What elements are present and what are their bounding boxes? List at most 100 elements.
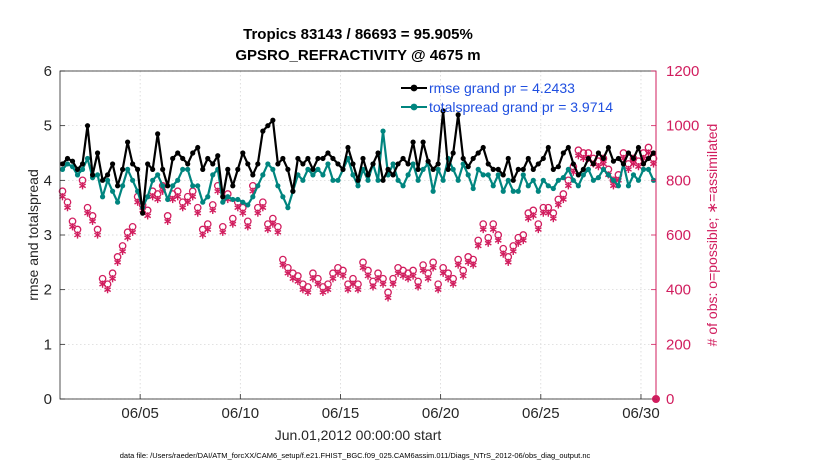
obs-assimilated-point	[59, 193, 66, 201]
obs-assimilated-point	[559, 195, 567, 204]
obs-assimilated-point	[94, 231, 102, 239]
rmse-series-point	[630, 155, 637, 162]
rmse-series-point	[405, 161, 411, 167]
rmse-series-point	[375, 150, 381, 156]
rmse-series-point	[160, 166, 166, 172]
totalspread-series-point	[400, 183, 406, 189]
totalspread-series-point	[280, 194, 286, 200]
y-tick-label: 3	[44, 227, 52, 244]
obs-assimilated-point	[409, 272, 417, 280]
rmse-series-point	[610, 158, 617, 164]
rmse-series-point	[235, 166, 241, 172]
obs-assimilated-point	[279, 261, 287, 269]
rmse-series-point	[485, 161, 491, 167]
obs-assimilated-point	[424, 275, 432, 283]
rmse-series-point	[365, 172, 371, 178]
obs-assimilated-point	[439, 269, 447, 277]
rmse-series-point	[635, 144, 642, 151]
obs-assimilated-point	[379, 280, 387, 288]
totalspread-series-point	[535, 188, 541, 194]
totalspread-series-point	[570, 177, 576, 183]
rmse-series-point	[440, 108, 446, 114]
totalspread-series-point	[94, 172, 101, 178]
rmse-series-point	[79, 161, 86, 167]
totalspread-series-point	[440, 177, 446, 183]
x-tick-label: 06/20	[422, 405, 460, 422]
rmse-series-point	[385, 166, 391, 172]
totalspread-series-point	[250, 194, 256, 200]
obs-assimilated-point	[374, 275, 382, 283]
obs-assimilated-point	[339, 272, 347, 280]
obs-assimilated-point	[429, 264, 437, 272]
rmse-series-point	[320, 155, 326, 162]
totalspread-series-point	[435, 166, 441, 172]
obs-assimilated-point	[544, 209, 552, 217]
obs-assimilated-point	[609, 182, 617, 190]
obs-assimilated-point	[504, 258, 512, 266]
obs-assimilated-point	[494, 236, 502, 245]
obs-assimilated-point	[244, 223, 252, 231]
x-tick-label: 06/05	[121, 405, 159, 422]
rmse-series-point	[69, 158, 76, 164]
obs-assimilated-point	[89, 217, 97, 225]
obs-assimilated-point	[104, 286, 112, 294]
rmse-series-point	[315, 155, 321, 162]
y2-tick-label: 800	[666, 172, 691, 189]
obs-assimilated-point	[389, 280, 397, 288]
totalspread-series-point	[505, 177, 511, 183]
totalspread-series-point	[595, 175, 602, 181]
obs-assimilated-point	[414, 283, 422, 291]
rmse-series-point	[525, 155, 531, 162]
obs-assimilated-point	[314, 280, 322, 288]
obs-assimilated-point	[124, 234, 132, 242]
rmse-series-point	[370, 161, 376, 167]
obs-assimilated-point	[634, 163, 642, 171]
grid-lines	[60, 70, 656, 400]
rmse-series-point	[640, 161, 647, 167]
totalspread-series-point	[195, 183, 201, 189]
totalspread-series-point	[325, 161, 331, 167]
rmse-series-point	[395, 161, 401, 167]
obs-assimilated-point	[114, 258, 122, 266]
totalspread-series-point	[355, 183, 361, 189]
y2-tick-label: 400	[666, 282, 691, 299]
legend: rmse grand pr = 4.2433 totalspread grand…	[401, 80, 613, 115]
totalspread-series-point	[615, 183, 622, 189]
rmse-series-point	[625, 150, 632, 156]
rmse-series-point	[285, 166, 291, 172]
totalspread-series-point	[150, 177, 156, 183]
totalspread-series-point	[365, 177, 371, 183]
totalspread-series-point	[145, 194, 151, 200]
obs-assimilated-point	[194, 209, 202, 217]
rmse-series-point	[620, 161, 627, 167]
y2-tick-label: 600	[666, 227, 691, 244]
rmse-series-point	[340, 166, 346, 172]
totalspread-series-point	[495, 172, 501, 178]
rmse-series-point	[355, 177, 361, 183]
rmse-series-point	[615, 155, 622, 162]
y-axis-ticks: 0 1 2 3 4 5 6	[44, 63, 65, 408]
obs-assimilated-point	[384, 294, 392, 302]
totalspread-series-point	[240, 199, 246, 205]
obs-assimilated-point	[529, 212, 537, 220]
obs-assimilated-point	[309, 275, 317, 283]
rmse-series-point	[280, 155, 286, 162]
obs-assimilated-point	[534, 225, 542, 234]
rmse-series-point	[94, 150, 101, 156]
totalspread-series-point	[275, 183, 281, 189]
rmse-series-point	[450, 150, 456, 156]
totalspread-series-point	[480, 172, 486, 178]
obs-assimilated-point	[144, 212, 152, 220]
totalspread-series-point	[104, 177, 111, 183]
totalspread-series-point	[220, 199, 226, 205]
rmse-series-point	[310, 166, 316, 172]
obs-assimilated-point	[294, 277, 302, 286]
rmse-series-point	[410, 139, 416, 145]
rmse-series-point	[570, 161, 576, 167]
plot-area	[58, 108, 660, 403]
totalspread-series-point	[375, 177, 381, 183]
data-file-footnote: data file: /Users/raeder/DAI/ATM_forcXX/…	[120, 451, 591, 460]
totalspread-series-point	[180, 166, 186, 172]
obs-assimilated-point	[419, 266, 427, 275]
totalspread-series-point	[575, 183, 581, 189]
